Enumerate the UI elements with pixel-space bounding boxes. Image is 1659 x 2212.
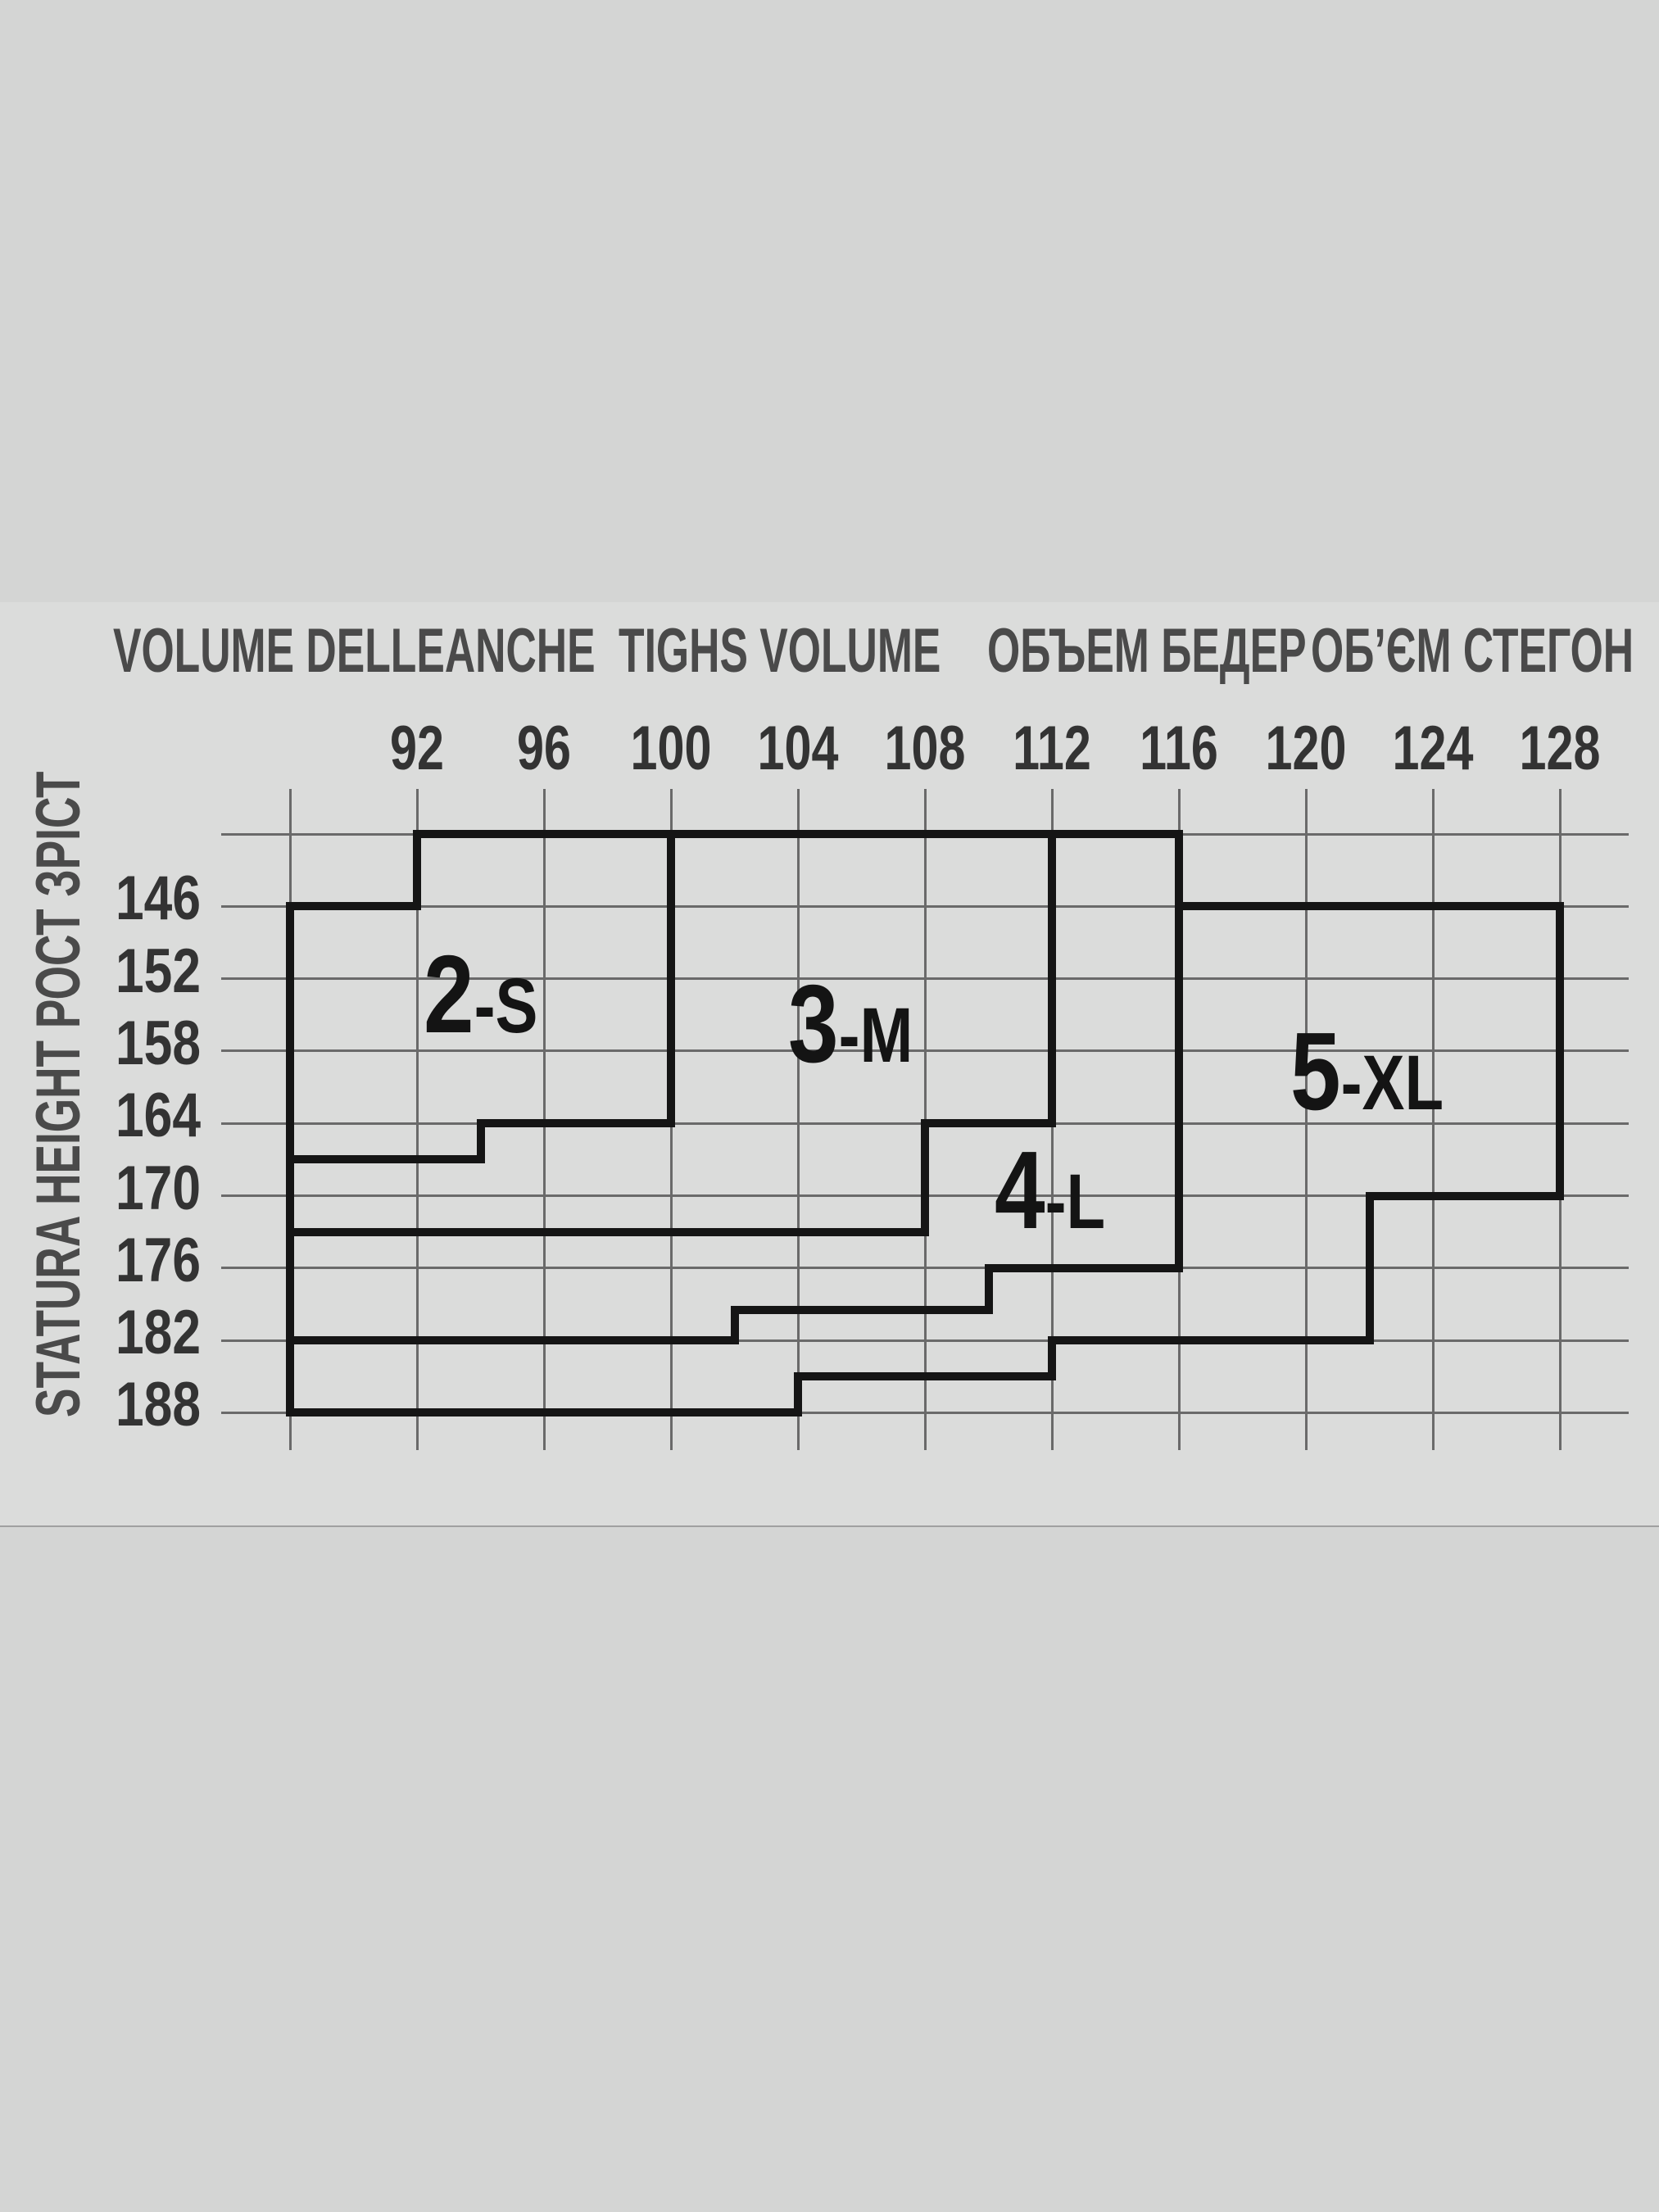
y-tick-label: 152 [116,936,201,1006]
region-label-4-L: 4-L [995,1135,1105,1245]
region-label-3-M: 3-M [788,968,913,1079]
region-size-suffix: -M [838,991,913,1079]
boundary-segment [921,1119,929,1236]
boundary-segment [921,1119,1056,1128]
x-tick-label: 124 [1392,714,1474,783]
boundary-segment [667,830,675,1128]
boundary-segment [476,1119,675,1128]
boundary-segment [984,1263,993,1315]
x-tick-label: 92 [390,714,444,783]
chart-title-part: TIGHS VOLUME [619,616,941,686]
chart-title-part: VOLUME DELLEANCHE [113,616,596,686]
boundary-segment [1175,830,1183,1272]
gridline-horizontal [221,977,1629,981]
region-size-suffix: -S [474,963,538,1050]
boundary-segment [1556,902,1564,1200]
x-tick-label: 116 [1140,714,1218,783]
region-size-number: 5 [1290,1009,1341,1134]
gridline-vertical [1431,789,1435,1450]
region-size-suffix: -L [1045,1158,1106,1245]
boundary-segment [984,1263,1183,1272]
gridline-horizontal [221,1411,1629,1414]
region-size-number: 3 [788,961,839,1086]
region-size-number: 2 [423,932,474,1057]
y-tick-label: 182 [116,1298,201,1368]
y-tick-label: 170 [116,1153,201,1223]
gridline-horizontal [221,1339,1629,1342]
region-size-number: 4 [995,1127,1045,1252]
y-tick-label: 188 [116,1370,201,1440]
x-tick-label: 96 [517,714,571,783]
boundary-segment [413,830,1183,838]
y-tick-label: 164 [116,1081,201,1151]
boundary-segment [1175,902,1564,911]
boundary-segment [476,1119,485,1164]
boundary-segment [794,1372,802,1417]
x-tick-label: 120 [1265,714,1347,783]
y-tick-label: 146 [116,863,201,934]
gridline-vertical [415,789,419,1450]
boundary-segment [286,1227,929,1236]
gridline-horizontal [221,1267,1629,1270]
y-tick-label: 176 [116,1225,201,1295]
y-tick-label: 158 [116,1008,201,1078]
x-tick-label: 104 [757,714,839,783]
gridline-vertical [796,789,800,1450]
gridline-horizontal [221,1049,1629,1053]
boundary-segment [730,1306,739,1345]
chart-title-part: ОБЪЕМ БЕДЕР [987,616,1307,686]
x-tick-label: 128 [1519,714,1601,783]
x-tick-label: 112 [1013,714,1091,783]
gridline-vertical [1304,789,1308,1450]
boundary-segment [286,1336,739,1345]
boundary-segment [1048,830,1056,1128]
boundary-segment [1048,1336,1056,1381]
chart-title-part: ОБ’ЄМ СТЕГОН [1311,616,1634,686]
boundary-segment [1365,1191,1374,1345]
region-label-5-XL: 5-XL [1290,1016,1444,1126]
boundary-segment [413,830,421,911]
region-label-2-S: 2-S [424,939,537,1049]
boundary-segment [286,902,421,911]
boundary-segment [1048,1336,1374,1345]
boundary-segment [1365,1191,1564,1200]
boundary-segment [730,1306,993,1315]
boundary-segment [794,1372,1056,1381]
x-tick-label: 108 [884,714,966,783]
gridline-horizontal [221,904,1629,908]
region-size-suffix: -XL [1340,1040,1444,1127]
boundary-segment [286,1155,485,1164]
x-tick-label: 100 [630,714,712,783]
boundary-segment [286,1408,802,1417]
